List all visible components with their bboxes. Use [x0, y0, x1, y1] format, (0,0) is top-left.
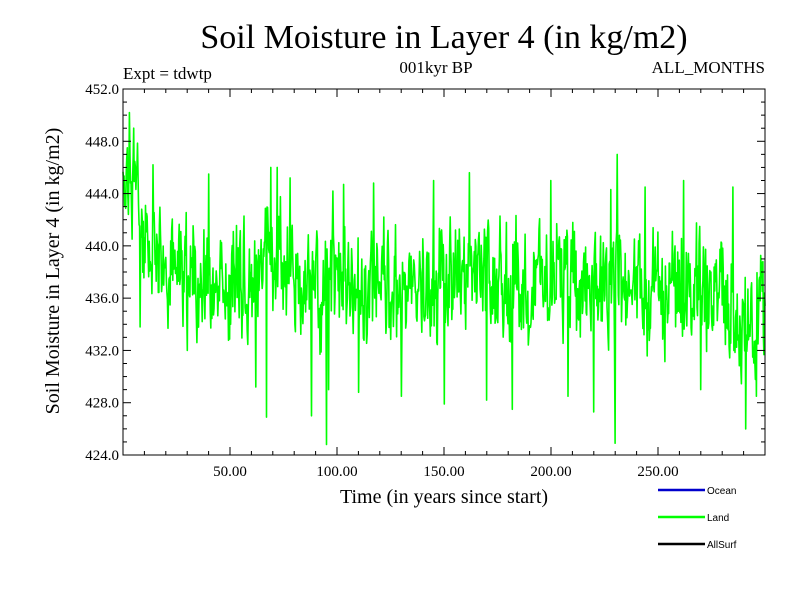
- experiment-label: Expt = tdwtp: [123, 64, 212, 83]
- x-tick-label: 250.00: [637, 464, 678, 480]
- y-tick-label: 432.0: [85, 343, 119, 359]
- x-tick-label: 150.00: [423, 464, 464, 480]
- y-tick-label: 428.0: [85, 396, 119, 412]
- legend: Ocean Land AllSurf: [658, 486, 737, 551]
- plot-area: 50.00 100.00 150.00 200.00 250.00 424.0 428.0 4…: [85, 82, 766, 480]
- y-tick-label: 444.0: [85, 187, 119, 203]
- x-tick-label: 200.00: [530, 464, 571, 480]
- chart-title: Soil Moisture in Layer 4 (in kg/m2): [200, 19, 687, 56]
- legend-label-allsurf: AllSurf: [707, 540, 737, 551]
- y-axis-label: Soil Moisture in Layer 4 (in kg/m2): [42, 128, 64, 415]
- y-tick-label: 436.0: [85, 291, 119, 307]
- series-line-land: [122, 111, 766, 446]
- x-axis-label: Time (in years since start): [340, 486, 548, 508]
- y-tick-label: 424.0: [85, 448, 119, 464]
- y-tick-label: 440.0: [85, 239, 119, 255]
- y-tick-label: 452.0: [85, 82, 119, 98]
- legend-label-land: Land: [707, 513, 729, 524]
- legend-label-ocean: Ocean: [707, 486, 736, 497]
- chart-subtitle: 001kyr BP: [399, 58, 472, 77]
- y-tick-label: 448.0: [85, 134, 119, 150]
- x-tick-label: 100.00: [316, 464, 357, 480]
- months-label: ALL_MONTHS: [652, 58, 765, 77]
- x-tick-label: 50.00: [213, 464, 247, 480]
